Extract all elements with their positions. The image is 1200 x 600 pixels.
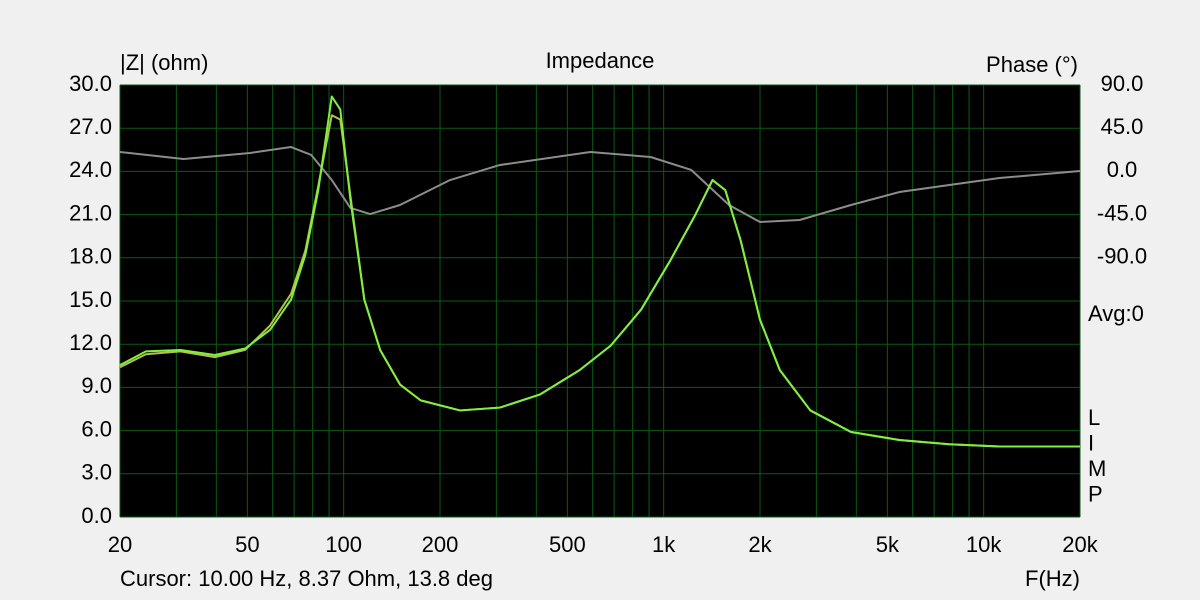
trace-letter: M xyxy=(1088,456,1106,481)
x-tick-label: 500 xyxy=(549,532,586,557)
y-axis-label: |Z| (ohm) xyxy=(120,50,208,75)
y2-tick-label: 90.0 xyxy=(1101,71,1144,96)
y-tick-label: 12.0 xyxy=(69,330,112,355)
trace-letter: P xyxy=(1088,481,1103,506)
chart-title: Impedance xyxy=(546,48,655,73)
y-tick-label: 21.0 xyxy=(69,200,112,225)
x-tick-label: 20 xyxy=(108,532,132,557)
x-tick-label: 20k xyxy=(1062,532,1098,557)
y-tick-label: 9.0 xyxy=(81,373,112,398)
y2-tick-label: 0.0 xyxy=(1107,157,1138,182)
y2-tick-label: 45.0 xyxy=(1101,114,1144,139)
y2-tick-label: -90.0 xyxy=(1097,244,1147,269)
y-tick-label: 27.0 xyxy=(69,114,112,139)
y2-tick-label: -45.0 xyxy=(1097,200,1147,225)
y-tick-label: 6.0 xyxy=(81,416,112,441)
trace-letter: L xyxy=(1088,405,1100,430)
cursor-readout: Cursor: 10.00 Hz, 8.37 Ohm, 13.8 deg xyxy=(120,566,493,591)
x-tick-label: 200 xyxy=(422,532,459,557)
phase-curve xyxy=(119,146,1081,223)
y2-axis-label: Phase (°) xyxy=(986,52,1078,77)
y-tick-label: 18.0 xyxy=(69,244,112,269)
y-tick-label: 24.0 xyxy=(69,157,112,182)
x-tick-label: 100 xyxy=(325,532,362,557)
impedance-curve xyxy=(119,95,1080,448)
average-label: Avg:0 xyxy=(1088,301,1144,326)
x-axis-label: F(Hz) xyxy=(1025,566,1080,591)
x-tick-label: 50 xyxy=(235,532,259,557)
x-tick-label: 5k xyxy=(876,532,900,557)
y-tick-label: 3.0 xyxy=(81,460,112,485)
x-tick-label: 2k xyxy=(748,532,772,557)
x-tick-label: 1k xyxy=(652,532,676,557)
y-tick-label: 30.0 xyxy=(69,71,112,96)
x-tick-label: 10k xyxy=(966,532,1002,557)
y-tick-label: 0.0 xyxy=(81,503,112,528)
trace-letter: I xyxy=(1088,430,1094,455)
y-tick-label: 15.0 xyxy=(69,287,112,312)
